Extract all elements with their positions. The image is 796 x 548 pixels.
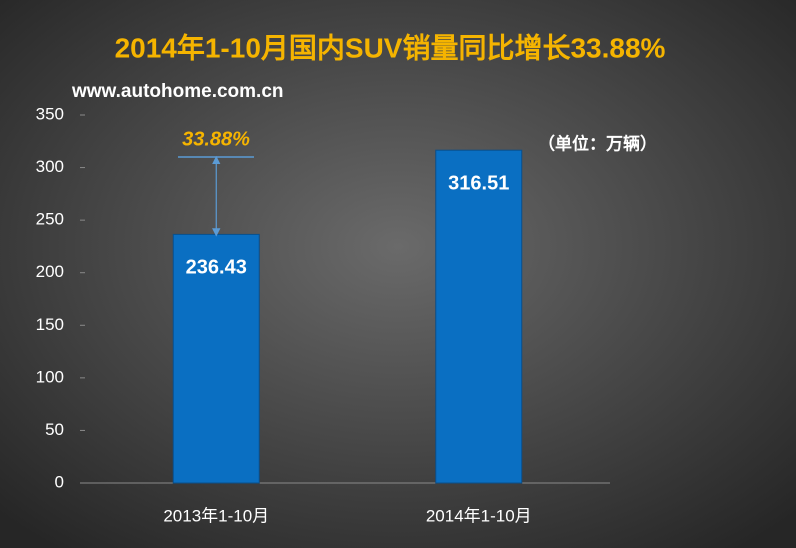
value-label: 236.43 [186,257,247,279]
x-tick-label: 2013年1-10月 [163,506,269,525]
chart-title: 2014年1-10月国内SUV销量同比增长33.88% [115,31,666,63]
y-tick-label: 50 [45,420,64,439]
bar [172,233,260,484]
y-tick-label: 200 [36,262,64,281]
x-tick-label: 2014年1-10月 [426,506,532,525]
y-tick-label: 150 [36,315,64,334]
y-tick-label: 250 [36,210,64,229]
value-label: 316.51 [448,172,509,194]
y-tick-label: 0 [55,472,64,491]
subtitle: www.autohome.com.cn [71,81,284,102]
growth-label: 33.88% [182,128,250,150]
y-tick-label: 300 [36,157,64,176]
y-tick-label: 350 [36,104,64,123]
bar [435,149,523,484]
y-tick-label: 100 [36,367,64,386]
unit-note: （单位：万辆） [538,133,657,153]
